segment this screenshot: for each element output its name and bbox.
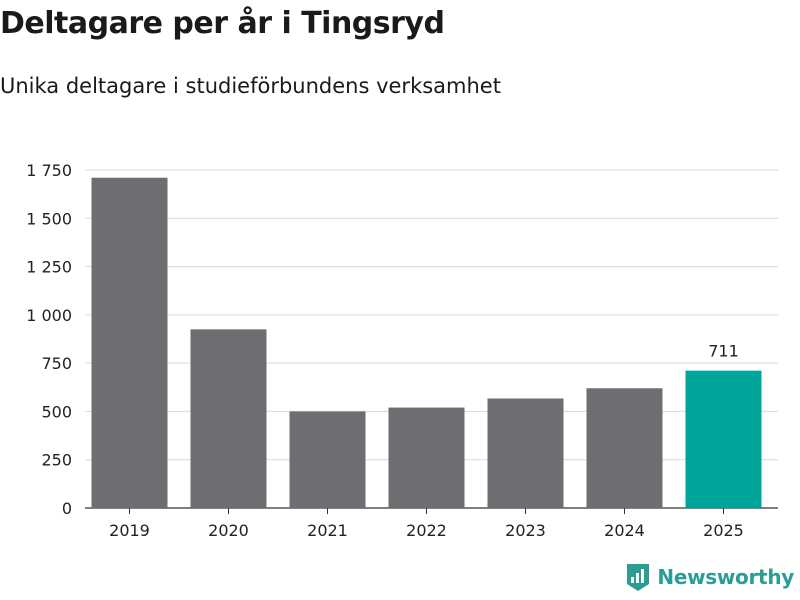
y-tick-label: 750 bbox=[41, 354, 72, 373]
bars bbox=[91, 177, 762, 508]
y-tick-label: 0 bbox=[62, 499, 72, 518]
bar-2024 bbox=[586, 388, 663, 508]
x-tick-label: 2020 bbox=[208, 521, 249, 540]
y-tick-label: 1 500 bbox=[26, 209, 72, 228]
bar-2021 bbox=[289, 411, 366, 508]
chart-subtitle: Unika deltagare i studieförbundens verks… bbox=[0, 74, 501, 98]
bar-2019 bbox=[91, 177, 168, 508]
y-tick-label: 250 bbox=[41, 451, 72, 470]
y-tick-label: 1 000 bbox=[26, 306, 72, 325]
x-tick-label: 2019 bbox=[109, 521, 150, 540]
brand-name: Newsworthy bbox=[657, 565, 794, 589]
x-axis-ticks: 2019 2020 2021 2022 2023 2024 2025 bbox=[109, 508, 744, 540]
bar-2022 bbox=[388, 407, 465, 508]
x-tick-label: 2025 bbox=[703, 521, 744, 540]
x-tick-label: 2024 bbox=[604, 521, 645, 540]
y-axis-ticks: 0 250 500 750 1 000 1 250 1 500 1 750 bbox=[26, 161, 72, 518]
chart-title: Deltagare per år i Tingsryd bbox=[0, 6, 445, 41]
data-labels: 711 bbox=[708, 342, 739, 361]
bar-2025 bbox=[685, 370, 762, 508]
x-tick-label: 2023 bbox=[505, 521, 546, 540]
x-tick-label: 2022 bbox=[406, 521, 447, 540]
x-tick-label: 2021 bbox=[307, 521, 348, 540]
y-tick-label: 1 750 bbox=[26, 161, 72, 180]
y-tick-label: 1 250 bbox=[26, 258, 72, 277]
branding: Newsworthy bbox=[625, 562, 794, 592]
y-tick-label: 500 bbox=[41, 402, 72, 421]
newsworthy-logo-icon bbox=[627, 564, 650, 591]
bar-2020 bbox=[190, 329, 267, 508]
bar-2023 bbox=[487, 398, 564, 508]
data-label: 711 bbox=[708, 342, 739, 361]
